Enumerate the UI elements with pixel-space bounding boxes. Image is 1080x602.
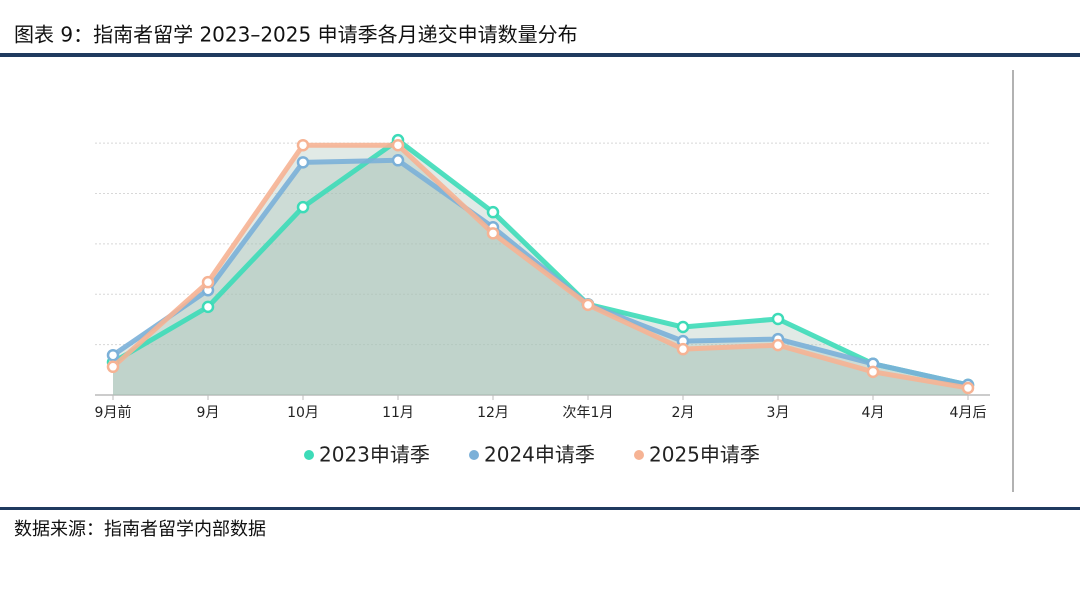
x-tick-label: 12月: [477, 405, 509, 421]
legend-label: 2023申请季: [319, 443, 430, 467]
chart-title: 图表 9：指南者留学 2023–2025 申请季各月递交申请数量分布: [14, 23, 578, 47]
series-line: [111, 142, 969, 391]
point: [771, 338, 785, 352]
point: [106, 348, 120, 362]
point: [296, 200, 310, 214]
x-tick-label: 11月: [382, 405, 414, 421]
legend-label: 2025申请季: [649, 443, 760, 467]
point: [296, 138, 310, 152]
legend-marker: [469, 450, 479, 460]
point: [866, 365, 880, 379]
point: [106, 360, 120, 374]
x-tick-label: 9月前: [95, 404, 132, 421]
point: [296, 156, 310, 169]
x-tick-label: 4月后: [950, 405, 987, 421]
point: [391, 154, 405, 167]
point: [391, 138, 405, 152]
x-tick-label: 3月: [767, 405, 790, 421]
point: [581, 298, 595, 312]
point: [486, 227, 500, 240]
legend-marker: [304, 450, 314, 460]
header-rule: [0, 53, 1080, 57]
point: [201, 275, 215, 289]
x-tick-label: 次年1月: [563, 405, 614, 421]
source-note: 数据来源：指南者留学内部数据: [14, 519, 266, 540]
x-tick-label: 2月: [672, 405, 695, 421]
point: [676, 320, 690, 334]
point: [676, 342, 690, 356]
point: [486, 205, 500, 219]
x-tick-label: 9月: [197, 405, 220, 421]
legend-label: 2024申请季: [484, 443, 595, 467]
point: [961, 381, 975, 395]
area: [113, 160, 968, 395]
x-tick-label: 10月: [287, 405, 319, 421]
point: [201, 300, 215, 314]
series-line: [111, 157, 969, 388]
footer-rule: [0, 507, 1080, 510]
series-line: [111, 137, 969, 388]
legend-marker: [634, 450, 644, 460]
x-tick-label: 4月: [862, 405, 885, 421]
point: [771, 312, 785, 326]
